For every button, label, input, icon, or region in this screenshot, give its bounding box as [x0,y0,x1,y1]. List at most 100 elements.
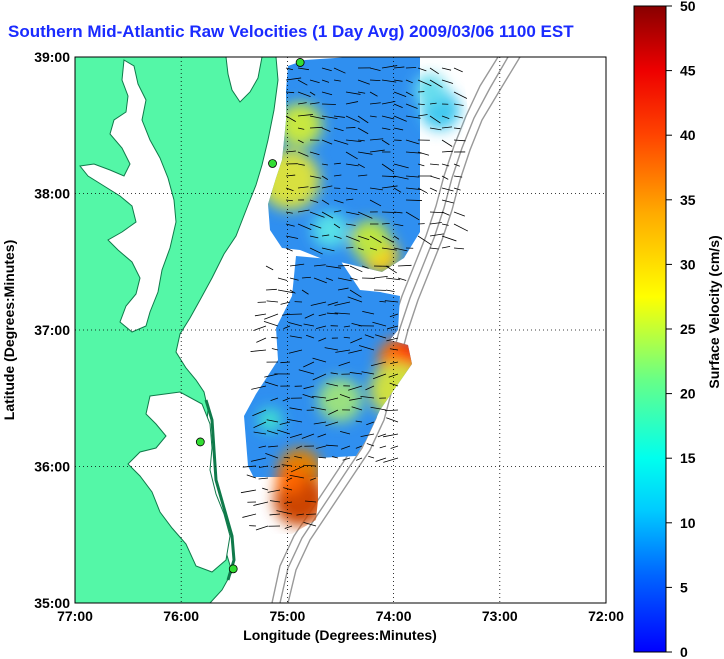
velocity-arrow [309,199,319,203]
velocity-arrow [381,163,395,173]
velocity-arrow [381,247,397,251]
colorbar-tick-label: 35 [680,192,696,208]
velocity-arrow [357,91,366,94]
velocity-arrow [321,211,334,219]
velocity-arrow [285,77,302,81]
colorbar-tick-label: 15 [680,450,696,466]
velocity-arrow [417,79,432,87]
velocity-arrow [282,397,291,402]
velocity-arrow [393,187,402,193]
velocity-arrow [372,373,387,380]
velocity-arrow [355,445,363,449]
velocity-arrow [337,277,352,282]
velocity-arrow [297,139,304,144]
chesapeake-bay [79,59,177,333]
velocity-arrow [289,433,303,438]
velocity-arrow [417,67,427,72]
velocity-arrow [349,397,363,401]
velocity-arrow [405,211,420,221]
velocity-arrow [369,91,378,97]
velocity-arrow [255,525,269,531]
velocity-arrow [385,289,395,293]
velocity-arrow [309,91,316,96]
velocity-arrow [345,235,360,242]
velocity-arrow [388,373,399,378]
velocity-arrow [277,429,291,435]
velocity-arrow [441,67,452,71]
velocity-arrow [366,443,375,447]
velocity-arrow [383,433,399,438]
velocity-arrow [326,382,339,387]
velocity-arrow [333,127,344,132]
velocity-arrow [285,235,299,239]
velocity-arrow [310,477,317,481]
velocity-arrow [429,115,441,124]
station-marker [268,159,277,168]
velocity-arrow [270,397,279,402]
velocity-arrow [301,289,309,295]
velocity-arrow [345,211,360,216]
velocity-arrow [296,445,303,449]
velocity-arrow [284,525,293,529]
velocity-arrow [264,373,279,378]
velocity-arrow [429,102,437,105]
velocity-arrow [429,187,438,192]
velocity-arrow [305,334,315,339]
velocity-arrow [393,66,405,69]
velocity-arrow [281,464,293,467]
velocity-arrow [417,163,425,167]
velocity-arrow [321,139,333,145]
velocity-arrow [309,175,322,179]
velocity-arrow [381,222,390,225]
velocity-arrow [289,335,303,339]
velocity-arrow [372,321,387,327]
velocity-arrow [283,456,291,459]
velocity-arrow [330,372,339,375]
velocity-arrow [277,277,288,281]
velocity-arrow [405,79,413,84]
velocity-arrow [429,127,442,131]
velocity-arrow [405,115,421,119]
field-blob [350,220,390,260]
velocity-arrow [297,102,307,105]
velocity-arrow [309,126,323,129]
velocity-arrow [345,223,356,226]
barrier-islands [204,399,236,581]
velocity-arrow [405,103,418,109]
velocity-arrow [289,407,303,411]
velocity-arrow [429,175,440,180]
velocity-arrow [268,445,279,448]
velocity-arrow [393,115,407,122]
velocity-arrow [333,235,342,239]
velocity-arrow [393,223,404,227]
velocity-arrow [381,139,390,146]
velocity-arrow [381,65,398,69]
velocity-arrow [297,186,309,189]
velocity-arrow [301,276,311,279]
velocity-arrow [303,385,315,390]
y-tick-label: 36:00 [34,459,70,475]
velocity-arrow [309,211,325,218]
velocity-arrow [284,501,293,504]
velocity-arrow [379,300,387,303]
velocity-arrow [297,209,310,213]
velocity-arrow [326,312,339,315]
velocity-arrow [285,67,294,71]
velocity-arrow [297,91,311,97]
velocity-arrow [263,320,279,327]
velocity-arrow [357,115,369,124]
colorbar-label: Surface Velocity (cm/s) [706,235,722,388]
velocity-arrow [369,187,383,191]
velocity-arrow [321,103,336,105]
field-blob [278,103,322,147]
velocity-arrow [313,421,327,425]
velocity-arrow [318,456,327,459]
stations [195,58,305,574]
velocity-arrow [340,445,351,450]
velocity-arrow [405,139,420,145]
velocity-arrow [333,174,342,177]
velocity-arrow [303,361,315,368]
velocity-arrow [357,151,373,155]
velocity-arrow [429,233,444,237]
velocity-arrow [405,199,422,201]
